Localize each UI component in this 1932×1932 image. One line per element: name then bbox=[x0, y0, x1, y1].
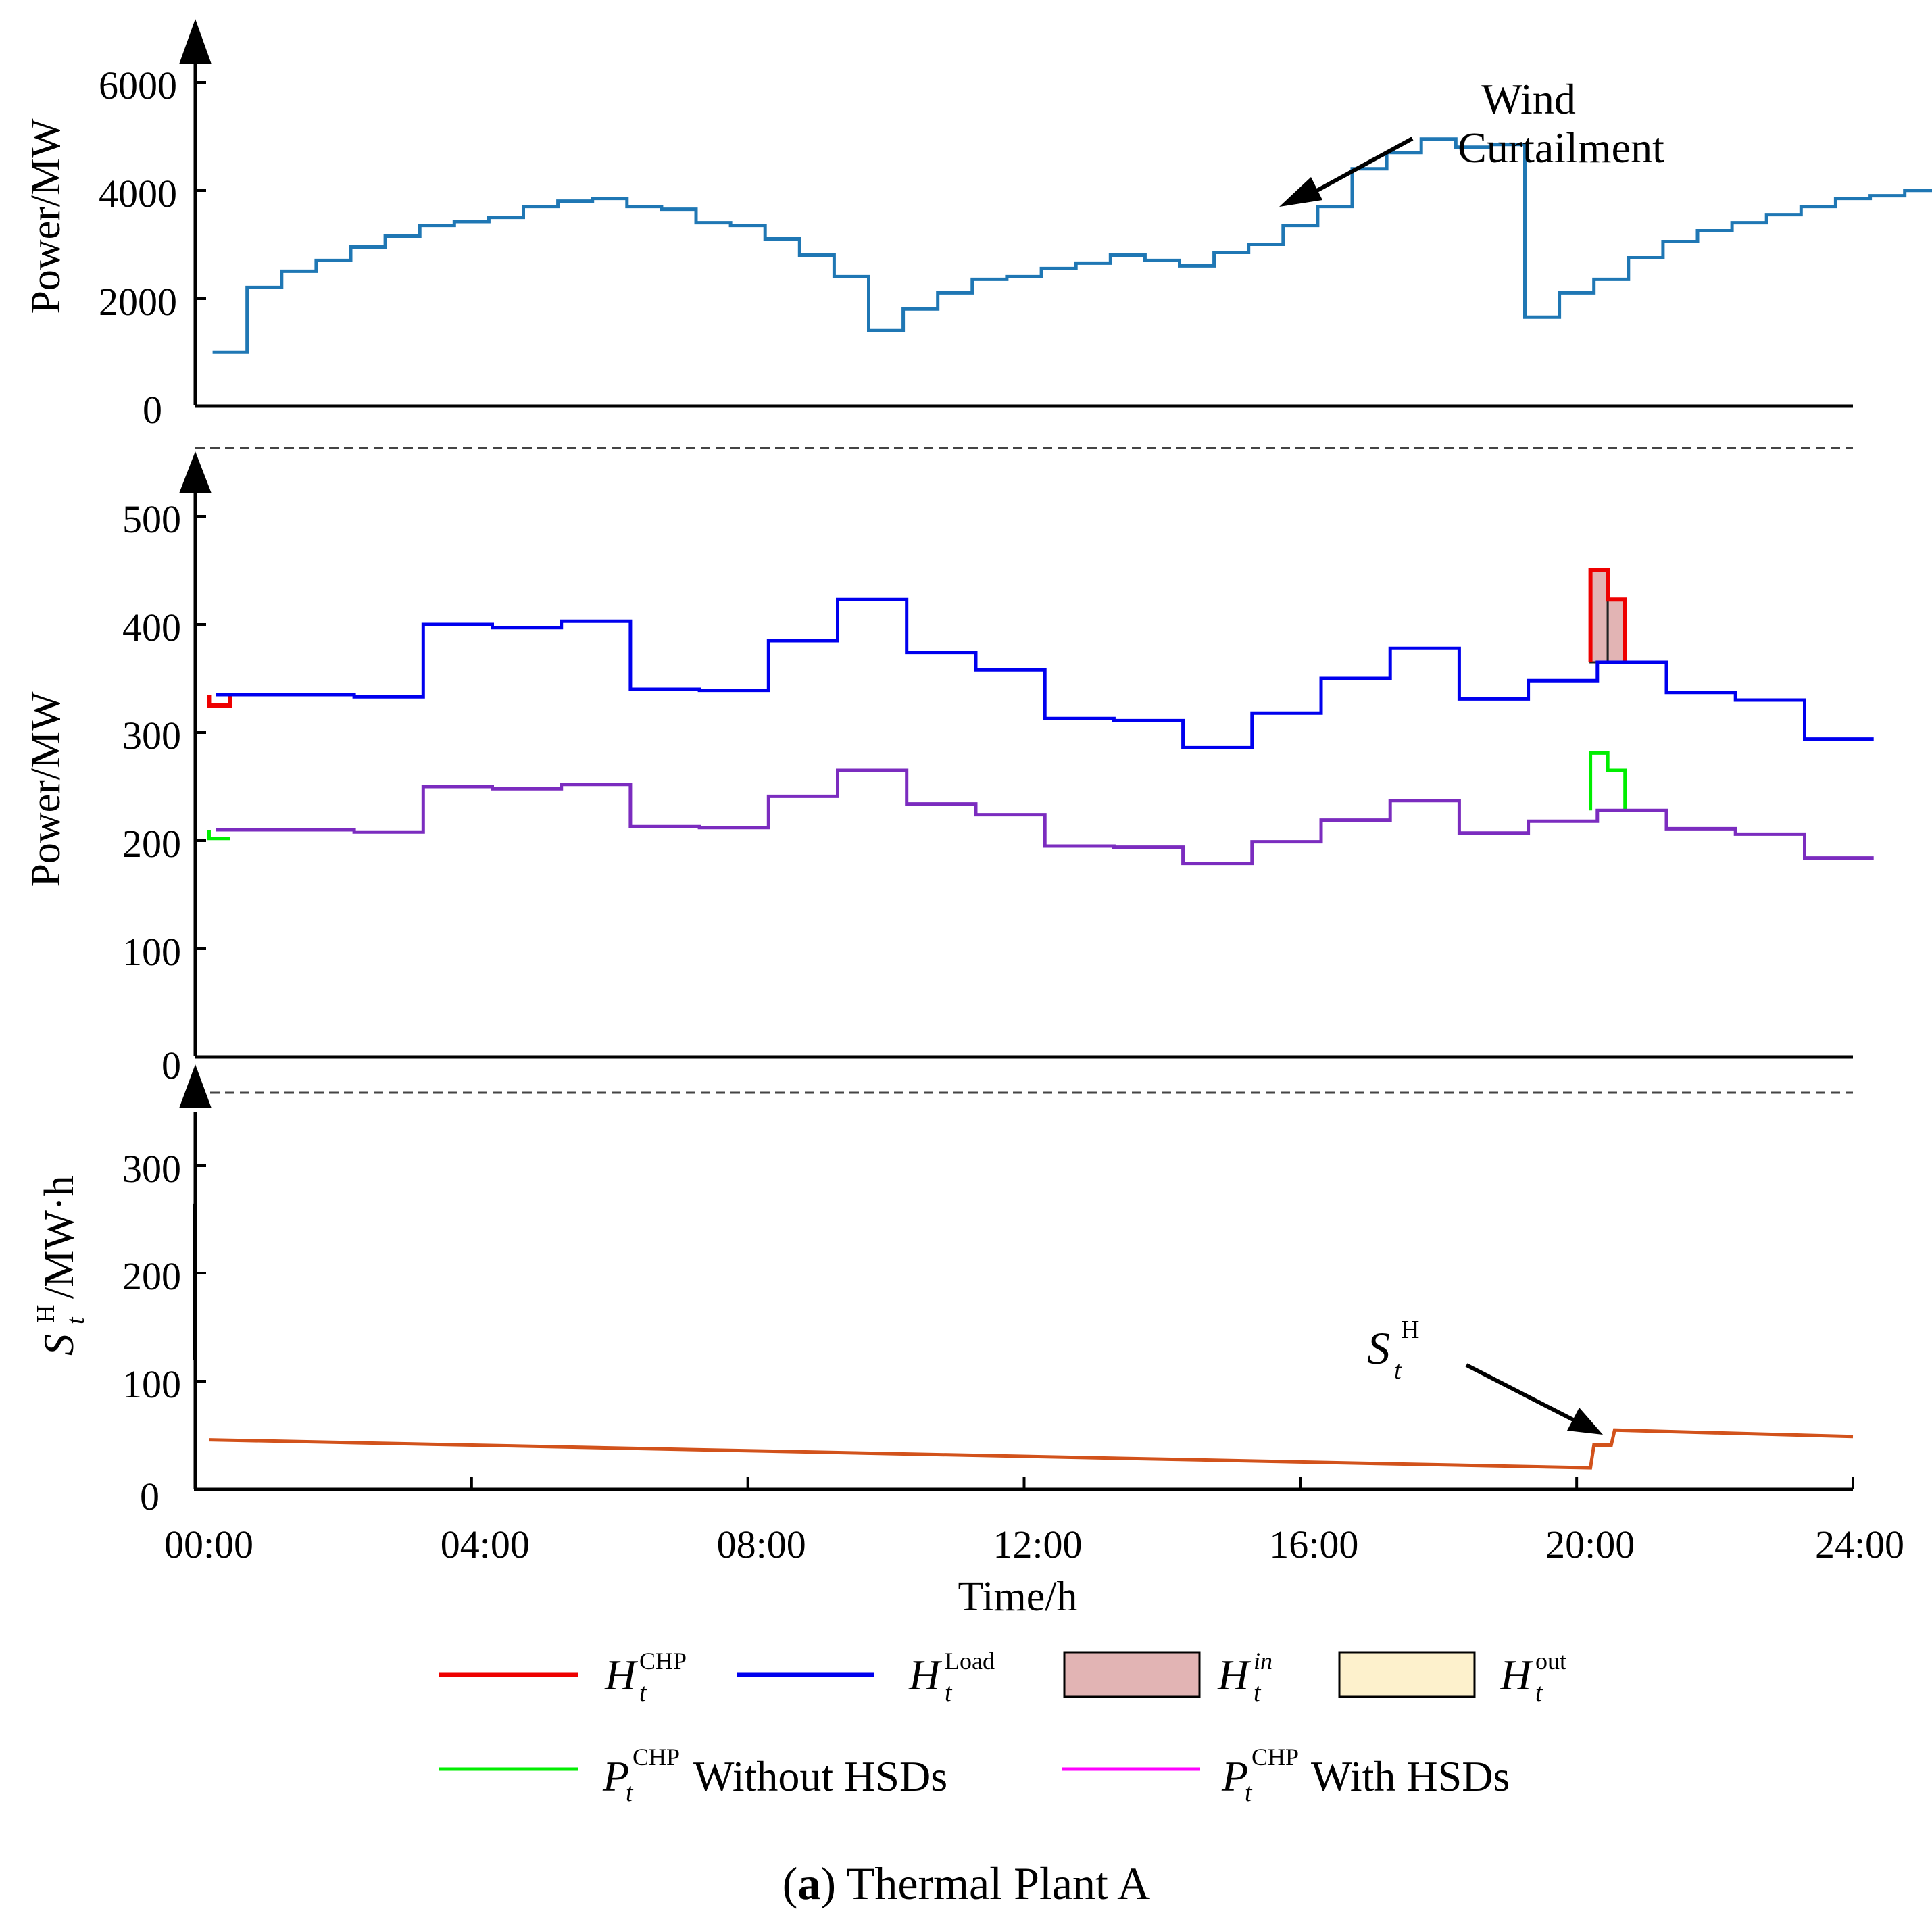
storage-annotation-sub: t bbox=[1394, 1356, 1402, 1385]
panel3-ylabel-sup: H bbox=[32, 1305, 60, 1323]
storage-annotation-arrowhead bbox=[1567, 1408, 1603, 1435]
legend-item-h-load: H Load t bbox=[737, 1648, 995, 1707]
panel3-tick-label-300: 300 bbox=[122, 1147, 181, 1191]
x-tick-label: 12:00 bbox=[993, 1522, 1082, 1566]
panel3-ylabel-unit: /MW·h bbox=[36, 1175, 82, 1299]
wind-annotation-line1: Wind bbox=[1481, 75, 1576, 123]
panel2-tick-label-0: 0 bbox=[162, 1043, 181, 1087]
legend-p-without-sub: t bbox=[626, 1779, 634, 1807]
legend-item-p-without: P CHP t Without HSDs bbox=[439, 1743, 947, 1807]
panel3-yticks: 0 100 200 300 bbox=[122, 1147, 206, 1518]
panel2-ylabel: Power/MW bbox=[23, 691, 69, 887]
legend-h-in-sup: in bbox=[1254, 1648, 1272, 1675]
panel3-ylabel-sub: t bbox=[61, 1316, 90, 1324]
legend-h-in-symbol: H bbox=[1217, 1651, 1252, 1699]
panel1-tick-label-2000: 2000 bbox=[99, 280, 177, 324]
storage-annotation-symbol: S bbox=[1367, 1322, 1390, 1374]
legend-p-without-symbol: P bbox=[602, 1752, 629, 1800]
x-axis-label: Time/h bbox=[958, 1574, 1078, 1620]
panel3-ylabel: S H t /MW·h bbox=[32, 1175, 90, 1356]
panel-storage: 0 100 200 300 S H t /MW·h S H t bbox=[32, 1064, 1854, 1518]
storage-annotation: S H t bbox=[1367, 1316, 1603, 1435]
legend-h-in-sub: t bbox=[1254, 1679, 1262, 1707]
panel1-tick-label-4000: 4000 bbox=[99, 172, 177, 216]
legend-item-p-with: P CHP t With HSDs bbox=[1062, 1743, 1510, 1807]
legend-h-chp-sup: CHP bbox=[639, 1648, 687, 1675]
legend-p-with-symbol: P bbox=[1221, 1752, 1248, 1800]
legend: H CHP t H Load t H in t H out t P CHP t … bbox=[439, 1648, 1566, 1807]
legend-h-load-symbol: H bbox=[908, 1651, 943, 1699]
legend-h-out-symbol: H bbox=[1500, 1651, 1534, 1699]
panel3-tick-label-0: 0 bbox=[140, 1475, 159, 1518]
h-load-line bbox=[216, 597, 1874, 749]
x-tick-label: 04:00 bbox=[441, 1522, 530, 1566]
wind-curtailment-line bbox=[212, 137, 1932, 354]
h-in-bar bbox=[1589, 569, 1609, 664]
legend-h-load-sup: Load bbox=[945, 1648, 995, 1675]
h-in-bars bbox=[1589, 569, 1627, 664]
legend-item-h-in: H in t bbox=[1063, 1648, 1272, 1707]
storage-annotation-sup: H bbox=[1401, 1316, 1419, 1344]
legend-swatch-h-out bbox=[1338, 1651, 1476, 1698]
panel3-tick-label-100: 100 bbox=[122, 1362, 181, 1406]
panel-wind: 0 2000 4000 6000 Power/MW Wind Curtailme… bbox=[23, 19, 1932, 432]
p-chp-without-hsds-line bbox=[207, 751, 1627, 841]
wind-annotation-arrowhead bbox=[1279, 177, 1322, 207]
x-tick-label: 08:00 bbox=[717, 1522, 806, 1566]
figure-caption: (a) Thermal Plant A bbox=[783, 1858, 1151, 1909]
panel2-tick-label-200: 200 bbox=[122, 822, 181, 866]
legend-h-out-sup: out bbox=[1535, 1648, 1566, 1675]
caption-open-paren: ( bbox=[783, 1858, 798, 1909]
x-tick-label: 16:00 bbox=[1269, 1522, 1358, 1566]
panel1-ylabel: Power/MW bbox=[23, 118, 69, 314]
legend-p-without-text: Without HSDs bbox=[693, 1752, 947, 1800]
wind-annotation-arrow-shaft bbox=[1299, 137, 1414, 201]
legend-p-with-sup: CHP bbox=[1252, 1743, 1299, 1770]
panel-heat-power: 0 100 200 300 400 500 Power/MW bbox=[23, 451, 1874, 1087]
panel1-tick-label-0: 0 bbox=[143, 388, 162, 432]
legend-swatch-h-in bbox=[1063, 1651, 1201, 1698]
wind-annotation-line2: Curtailment bbox=[1458, 124, 1664, 172]
panel2-yticks: 0 100 200 300 400 500 bbox=[122, 497, 206, 1087]
legend-item-h-out: H out t bbox=[1338, 1648, 1566, 1707]
panel3-ylabel-symbol: S bbox=[34, 1334, 82, 1356]
caption-letter: a bbox=[797, 1858, 820, 1909]
legend-h-load-sub: t bbox=[945, 1679, 953, 1707]
legend-p-without-sup: CHP bbox=[633, 1743, 680, 1770]
legend-item-h-chp: H CHP t bbox=[439, 1648, 687, 1707]
panel2-tick-label-400: 400 bbox=[122, 605, 181, 649]
panel2-tick-label-100: 100 bbox=[122, 930, 181, 974]
panel3-tick-label-200: 200 bbox=[122, 1254, 181, 1298]
panel1-y-arrow bbox=[179, 19, 212, 64]
legend-h-out-sub: t bbox=[1535, 1679, 1543, 1707]
p-chp-with-hsds-line bbox=[216, 768, 1874, 866]
panel2-tick-label-500: 500 bbox=[122, 497, 181, 541]
x-tick-label: 24:00 bbox=[1815, 1522, 1904, 1566]
legend-p-with-sub: t bbox=[1245, 1779, 1253, 1807]
caption-text: ) Thermal Plant A bbox=[820, 1858, 1150, 1909]
h-in-bar bbox=[1606, 598, 1627, 664]
x-axis: Time/h 00:00 04:00 08:00 12:00 16:00 20:00 24:… bbox=[164, 1477, 1904, 1620]
panel1-yticks: 0 2000 4000 6000 bbox=[99, 64, 206, 432]
legend-h-chp-sub: t bbox=[639, 1679, 647, 1707]
panel1-tick-label-6000: 6000 bbox=[99, 64, 177, 107]
x-tick-label: 20:00 bbox=[1545, 1522, 1635, 1566]
legend-h-chp-symbol: H bbox=[604, 1651, 639, 1699]
panel2-y-arrow bbox=[179, 451, 212, 493]
h-chp-peak-line bbox=[207, 568, 1627, 708]
x-tick-label: 00:00 bbox=[164, 1522, 253, 1566]
storage-line bbox=[209, 1428, 1854, 1470]
panel3-y-arrow bbox=[179, 1064, 212, 1108]
storage-annotation-arrow-shaft bbox=[1465, 1363, 1576, 1422]
legend-p-with-text: With HSDs bbox=[1311, 1752, 1510, 1800]
panel2-tick-label-300: 300 bbox=[122, 714, 181, 758]
